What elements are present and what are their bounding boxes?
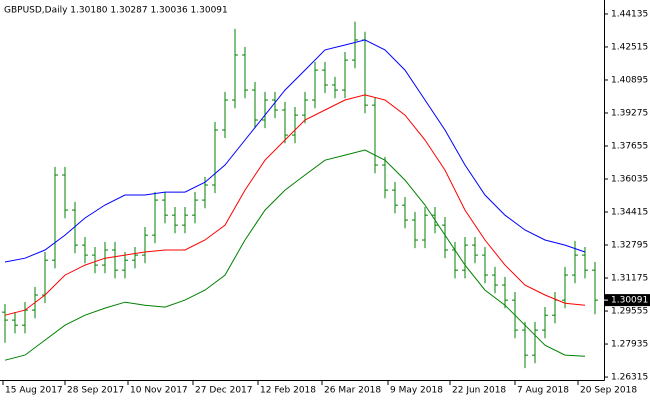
x-tick-label: 22 Jun 2018 (452, 386, 506, 396)
x-tick-label: 15 Aug 2017 (5, 386, 63, 396)
y-tick-label: 1.44135 (611, 9, 648, 19)
y-tick-label: 1.26315 (611, 373, 648, 383)
y-tick-label: 1.34415 (611, 208, 648, 218)
x-tick-label: 27 Dec 2017 (195, 386, 253, 396)
y-tick-label: 1.39275 (611, 108, 648, 118)
y-tick-label: 1.37655 (611, 141, 648, 151)
x-tick-label: 7 Aug 2018 (517, 386, 569, 396)
y-tick-label: 1.36035 (611, 174, 648, 184)
moving-average-line (4, 94, 586, 316)
x-tick-label: 12 Feb 2018 (260, 386, 316, 396)
x-tick-label: 28 Sep 2017 (67, 386, 124, 396)
last-price-box (605, 294, 650, 307)
moving-average-line (4, 149, 586, 361)
x-tick-label: 20 Sep 2018 (580, 386, 637, 396)
y-tick-label: 1.42515 (611, 42, 648, 52)
last-price-label: 1.30091 (611, 296, 648, 306)
y-tick-label: 1.40895 (611, 75, 648, 85)
y-tick-label: 1.32795 (611, 241, 648, 251)
chart-title: GBPUSD,Daily 1.30180 1.30287 1.30036 1.3… (4, 6, 228, 16)
y-tick-label: 1.31175 (611, 274, 648, 284)
x-tick-label: 26 Mar 2018 (324, 386, 381, 396)
y-tick-label: 1.29555 (611, 307, 648, 317)
moving-average-line (4, 39, 586, 263)
y-tick-label: 1.27935 (611, 340, 648, 350)
x-tick-label: 9 May 2018 (390, 386, 443, 396)
x-tick-label: 10 Nov 2017 (130, 386, 188, 396)
